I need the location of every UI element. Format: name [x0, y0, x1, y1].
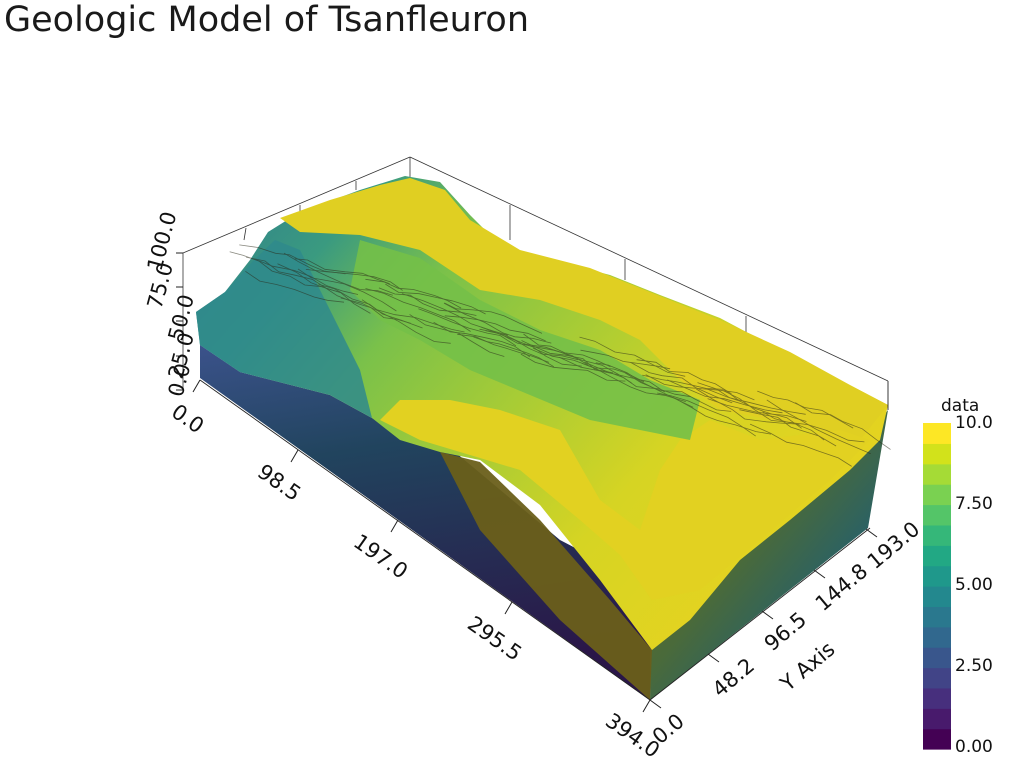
colorbar-swatch: [923, 626, 951, 648]
colorbar: data 10.0 7.50 5.00 2.50 0.00: [923, 396, 993, 757]
colorbar-label: 7.50: [955, 494, 993, 514]
z-tick-labels: 0.0 25.0 50.0 75.0 100.0: [143, 209, 199, 399]
contour-line: [385, 283, 486, 315]
contour-line: [444, 302, 543, 334]
y-axis: [649, 528, 878, 709]
contour-line: [707, 398, 802, 429]
contour-line: [283, 252, 393, 296]
colorbar-swatch: [923, 647, 951, 669]
colorbar-swatch: [923, 545, 951, 567]
contour-line: [294, 258, 390, 285]
z-tick-label: 100.0: [143, 209, 182, 273]
colorbar-swatch: [923, 565, 951, 587]
colorbar-swatch: [923, 524, 951, 546]
contour-line: [523, 333, 611, 368]
x-axis: [192, 379, 651, 713]
y-tick-label: 48.2: [708, 653, 759, 701]
contour-line: [581, 362, 686, 402]
contour-line: [318, 283, 423, 329]
page-title: Geologic Model of Tsanfleuron: [4, 0, 530, 40]
contour-line: [457, 333, 550, 363]
contour-line: [523, 343, 632, 384]
contour-line: [630, 362, 733, 404]
contour-line: [361, 299, 465, 333]
contour-line: [297, 268, 397, 312]
contour-line: [704, 387, 807, 422]
contour-line: [340, 297, 451, 344]
contour-line: [521, 340, 614, 374]
contour-line: [697, 382, 806, 415]
bounding-box: [182, 156, 889, 390]
model-valley-wall: [440, 452, 652, 700]
surface-region-teal-west: [196, 240, 372, 418]
contour-line: [636, 359, 732, 395]
contour-line: [401, 293, 509, 336]
contour-line: [696, 388, 800, 425]
contour-line: [672, 396, 772, 435]
contour-line: [580, 349, 671, 370]
contour-line: [365, 288, 471, 332]
contour-line: [757, 390, 854, 429]
colorbar-label: 0.00: [955, 737, 993, 757]
contour-line: [579, 336, 686, 377]
colorbar-label: 10.0: [955, 413, 993, 433]
surface-region-yellow-north: [280, 178, 888, 440]
colorbar-label: 2.50: [955, 656, 993, 676]
contour-lines: [229, 244, 891, 467]
colorbar-swatch: [923, 463, 951, 485]
contour-line: [584, 361, 691, 398]
x-tick-label: 98.5: [253, 459, 305, 505]
colorbar-swatch: [923, 504, 951, 526]
contour-line: [766, 399, 871, 455]
contour-line: [418, 308, 517, 347]
colorbar-title: data: [941, 396, 979, 416]
contour-line: [443, 302, 552, 344]
colorbar-label: 5.00: [955, 575, 993, 595]
colorbar-swatch: [923, 606, 951, 628]
contour-line: [365, 278, 462, 309]
y-tick-label: 193.0: [863, 517, 924, 574]
contour-line: [305, 269, 403, 291]
contour-line: [667, 379, 783, 414]
surface-region-green-band: [350, 240, 700, 440]
contour-line: [739, 409, 837, 447]
x-tick-label: 0.0: [167, 399, 208, 438]
colorbar-swatch: [923, 667, 951, 689]
contour-line: [795, 402, 891, 450]
x-tick-label: 197.0: [349, 529, 412, 583]
colorbar-swatch: [923, 423, 951, 444]
contour-line: [657, 392, 756, 437]
contour-line: [762, 411, 865, 443]
surface-region-yellow-south: [380, 400, 870, 600]
contour-line: [253, 258, 359, 295]
contour-line: [520, 353, 626, 382]
contour-line: [485, 330, 582, 367]
z-axis: [176, 252, 183, 391]
contour-line: [245, 270, 345, 303]
contour-line: [277, 263, 371, 314]
colorbar-swatch: [923, 708, 951, 730]
contour-line: [645, 374, 755, 401]
colorbar-swatches: [923, 423, 951, 750]
x-tick-label: 295.5: [463, 611, 526, 665]
colorbar-swatch: [923, 687, 951, 709]
contour-line: [722, 390, 825, 441]
colorbar-swatch: [923, 586, 951, 607]
model-front-face: [200, 345, 652, 700]
contour-line: [229, 251, 324, 288]
contour-line: [749, 423, 852, 467]
contour-line: [624, 372, 732, 412]
contour-line: [473, 336, 555, 368]
colorbar-swatch: [923, 443, 951, 465]
colorbar-swatch: [923, 728, 951, 750]
bounding-box-front: [199, 379, 889, 701]
colorbar-swatch: [923, 484, 951, 506]
contour-line: [239, 244, 346, 275]
contour-line: [433, 321, 531, 358]
contour-line: [642, 374, 739, 401]
contour-line: [444, 315, 546, 342]
